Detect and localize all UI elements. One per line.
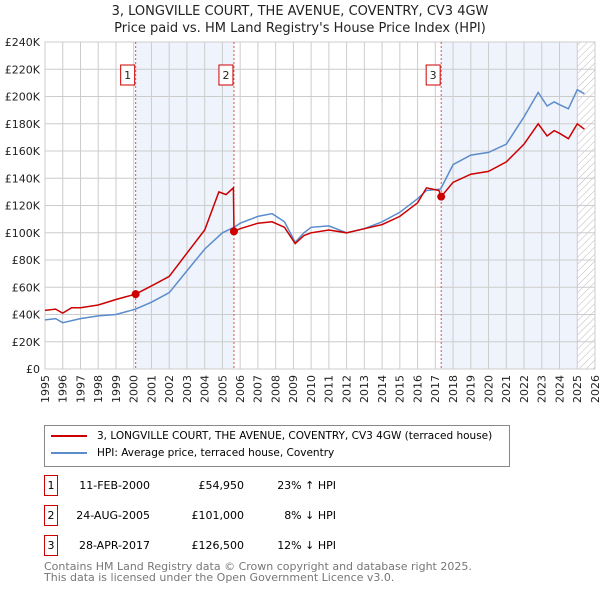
x-tick-label: 2015	[394, 375, 407, 403]
sale-number: 2	[44, 505, 58, 526]
x-tick-label: 1996	[57, 375, 70, 403]
x-tick-label: 2019	[465, 375, 478, 403]
sale-label-box	[120, 64, 136, 86]
x-tick-label: 2026	[589, 375, 600, 403]
x-tick-label: 2021	[500, 375, 513, 403]
x-tick-label: 2025	[571, 375, 584, 403]
y-tick-label: £180K	[5, 118, 41, 131]
table-row: 1 11-FEB-2000 £54,950 23% ↑ HPI	[44, 475, 336, 496]
x-tick-label: 2004	[199, 375, 212, 403]
x-tick-label: 1998	[92, 375, 105, 403]
y-tick-label: £0	[26, 363, 40, 376]
x-tick-label: 2008	[269, 375, 282, 403]
x-tick-label: 1999	[110, 375, 123, 403]
x-tick-label: 2001	[145, 375, 158, 403]
legend-label: HPI: Average price, terraced house, Cove…	[97, 447, 335, 459]
x-tick-label: 2006	[234, 375, 247, 403]
x-tick-label: 2003	[181, 375, 194, 403]
sale-date: 24-AUG-2005	[76, 509, 150, 522]
price-chart: 1995 1996 1997 1998 1999 2000 2001 2002 2003 2004…	[5, 36, 600, 403]
x-tick-label: 2013	[358, 375, 371, 403]
y-tick-label: £80K	[12, 254, 41, 267]
footer: Contains HM Land Registry data © Crown c…	[44, 561, 472, 583]
x-tick-label: 2020	[482, 375, 495, 403]
sale-date: 28-APR-2017	[78, 539, 150, 552]
sale-hpi-diff: 12% ↓ HPI	[277, 539, 336, 552]
x-tick-label: 2018	[447, 375, 460, 403]
sale-price: £101,000	[191, 509, 245, 522]
y-tick-label: £100K	[5, 227, 41, 240]
table-row: 3 28-APR-2017 £126,500 12% ↓ HPI	[44, 535, 336, 556]
x-tick-label: 2014	[376, 375, 389, 403]
sale-point	[131, 290, 140, 299]
y-tick-label: £240K	[5, 36, 41, 49]
y-tick-label: £120K	[5, 200, 41, 213]
y-tick-label: £140K	[5, 172, 41, 185]
legend-item-hpi: HPI: Average price, terraced house, Cove…	[51, 447, 334, 459]
table-row: 2 24-AUG-2005 £101,000 8% ↓ HPI	[44, 505, 336, 526]
x-tick-label: 2017	[429, 375, 442, 403]
footer-licence: This data is licensed under the Open Gov…	[44, 571, 395, 584]
sale-point	[437, 192, 446, 201]
sale-point	[229, 227, 238, 236]
x-tick-label: 2010	[305, 375, 318, 403]
x-tick-label: 2011	[323, 375, 336, 403]
x-tick-label: 2005	[216, 375, 229, 403]
sale-label: 3	[430, 69, 437, 82]
sale-hpi-diff: 23% ↑ HPI	[277, 479, 336, 492]
y-tick-label: £40K	[12, 309, 41, 322]
x-tick-label: 1997	[74, 375, 87, 403]
x-tick-label: 2002	[163, 375, 176, 403]
sale-hpi-diff: 8% ↓ HPI	[284, 509, 336, 522]
sale-number: 3	[44, 535, 58, 556]
legend: 3, LONGVILLE COURT, THE AVENUE, COVENTRY…	[44, 425, 510, 467]
x-tick-label: 2012	[340, 375, 353, 403]
y-tick-label: £20K	[12, 336, 41, 349]
sale-date: 11-FEB-2000	[79, 479, 150, 492]
sale-label: 1	[124, 69, 131, 82]
legend-swatch-red	[51, 435, 87, 437]
y-tick-label: £160K	[5, 145, 41, 158]
y-tick-label: £220K	[5, 63, 41, 76]
x-tick-label: 2024	[553, 375, 566, 403]
x-tick-label: 2009	[287, 375, 300, 403]
legend-swatch-blue	[51, 452, 87, 454]
x-tick-label: 2016	[411, 375, 424, 403]
sale-label-box	[218, 64, 234, 86]
sale-number: 1	[44, 475, 58, 496]
x-tick-label: 1995	[39, 375, 52, 403]
x-tick-label: 2022	[518, 375, 531, 403]
legend-label: 3, LONGVILLE COURT, THE AVENUE, COVENTRY…	[97, 430, 493, 442]
sale-price: £126,500	[191, 539, 245, 552]
x-tick-label: 2007	[252, 375, 265, 403]
chart-subtitle: Price paid vs. HM Land Registry's House …	[114, 21, 486, 36]
footer-copyright: Contains HM Land Registry data © Crown c…	[44, 560, 472, 573]
chart-title: 3, LONGVILLE COURT, THE AVENUE, COVENTRY…	[111, 4, 489, 19]
legend-item-property: 3, LONGVILLE COURT, THE AVENUE, COVENTRY…	[51, 430, 492, 442]
y-tick-label: £60K	[12, 281, 41, 294]
x-tick-label: 2023	[536, 375, 549, 403]
plot-frame	[44, 41, 596, 370]
y-tick-label: £200K	[5, 91, 41, 104]
x-tick-label: 2000	[128, 375, 141, 403]
sale-label-box	[425, 64, 441, 86]
sale-label: 2	[222, 69, 229, 82]
series-line	[44, 88, 585, 324]
sale-price: £54,950	[198, 479, 245, 492]
